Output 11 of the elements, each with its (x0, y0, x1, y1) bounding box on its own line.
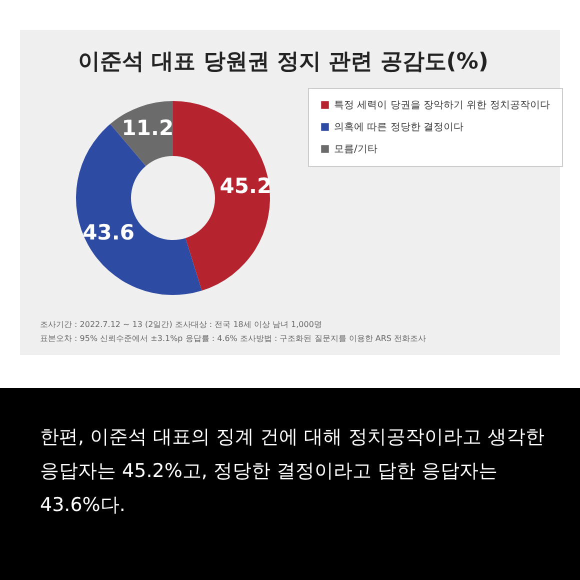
text: 표본오차 : 95% 신뢰수준에서 ±3.1%p 응답률 : 4.6% 조사방법 : 구조화된 질문지를 이용한 ARS 전화조사 (40, 333, 426, 345)
chart-title: 이준석 대표 당원권 정지 관련 공감도(%) (78, 50, 488, 74)
data-label: 45.2 (220, 174, 272, 198)
data-label: 11.2 (122, 116, 174, 140)
legend-label: 의혹에 따른 정당한 결정이다 (334, 122, 464, 133)
text: 조사기간 : 2022.7.12 ~ 13 (2일간) 조사대상 : 전국 18세 이상 남녀 1,000명 (40, 319, 323, 331)
data-label: 43.6 (82, 220, 135, 244)
legend-label: 특정 세력이 당권을 장악하기 위한 정치공작이다 (334, 100, 550, 111)
legend-label: 모름/기타 (334, 144, 378, 155)
donut-slice (173, 101, 270, 291)
text: 한편, 이준석 대표의 징계 건에 대해 정치공작이라고 생각한 응답자는 45.2%고, 정당한 결정이라고 답한 응답자는 43.6%다. (0, 388, 580, 580)
